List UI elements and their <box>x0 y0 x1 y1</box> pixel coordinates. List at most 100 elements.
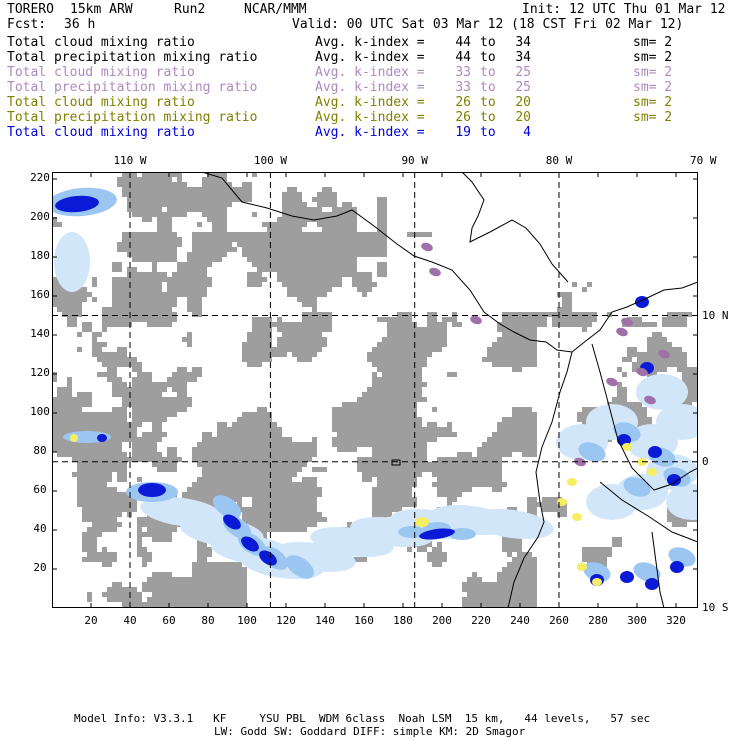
cloud-cell <box>127 357 132 362</box>
cloud-cell <box>397 432 402 437</box>
cloud-cell <box>62 412 67 417</box>
cloud-cell <box>472 472 477 477</box>
cloud-cell <box>467 477 472 482</box>
cloud-cell <box>332 247 337 252</box>
cloud-cell <box>157 212 162 217</box>
cloud-cell <box>287 207 292 212</box>
cloud-cell <box>52 217 57 222</box>
cloud-cell <box>92 532 97 537</box>
cloud-cell <box>492 467 497 472</box>
cloud-cell <box>62 422 67 427</box>
cloud-cell <box>407 502 412 507</box>
cloud-cell <box>197 187 202 192</box>
cloud-cell <box>112 282 117 287</box>
cloud-cell <box>657 367 662 372</box>
cloud-cell <box>592 552 597 557</box>
cloud-cell <box>157 277 162 282</box>
cloud-cell <box>172 292 177 297</box>
cloud-cell <box>517 557 522 562</box>
legend-range-to-word: to <box>480 110 496 125</box>
cloud-cell <box>397 417 402 422</box>
cloud-cell <box>622 392 627 397</box>
cloud-cell <box>152 317 157 322</box>
cloud-cell <box>437 542 442 547</box>
cloud-cell <box>262 357 267 362</box>
cloud-cell <box>617 542 622 547</box>
cloud-cell <box>232 602 237 607</box>
cloud-cell <box>132 502 137 507</box>
cloud-cell <box>517 582 522 587</box>
cloud-cell <box>92 462 97 467</box>
cloud-cell <box>117 467 122 472</box>
cloud-cell <box>422 457 427 462</box>
cloud-cell <box>352 212 357 217</box>
cloud-cell <box>107 442 112 447</box>
cloud-cell <box>102 327 107 332</box>
cloud-cell <box>467 452 472 457</box>
cloud-cell <box>167 187 172 192</box>
legend-smoothing: sm= 2 <box>633 80 673 95</box>
cloud-cell <box>157 422 162 427</box>
cloud-cell <box>192 232 197 237</box>
cloud-cell <box>252 467 257 472</box>
cloud-cell <box>382 477 387 482</box>
cloud-cell <box>277 467 282 472</box>
cloud-cell <box>507 572 512 577</box>
cloud-cell <box>507 312 512 317</box>
cloud-cell <box>102 477 107 482</box>
legend-index-label: Avg. k-index = <box>315 50 425 65</box>
cloud-cell <box>572 312 577 317</box>
cloud-cell <box>262 252 267 257</box>
cloud-cell <box>267 442 272 447</box>
cloud-cell <box>687 312 692 317</box>
cloud-cell <box>237 457 242 462</box>
cloud-cell <box>657 332 662 337</box>
cloud-cell <box>137 552 142 557</box>
cloud-cell <box>337 207 342 212</box>
cloud-cell <box>297 282 302 287</box>
cloud-cell <box>152 402 157 407</box>
cloud-cell <box>302 212 307 217</box>
cloud-cell <box>507 322 512 327</box>
cloud-cell <box>527 362 532 367</box>
cloud-cell <box>122 192 127 197</box>
cloud-cell <box>407 482 412 487</box>
cloud-cell <box>267 357 272 362</box>
cloud-cell <box>532 322 537 327</box>
cloud-cell <box>612 542 617 547</box>
cloud-cell <box>267 262 272 267</box>
cloud-cell <box>107 457 112 462</box>
cloud-cell <box>382 422 387 427</box>
cloud-cell <box>162 317 167 322</box>
cloud-cell <box>167 202 172 207</box>
cloud-cell <box>342 427 347 432</box>
cloud-cell <box>522 342 527 347</box>
legend-smoothing: sm= 2 <box>633 35 673 50</box>
cloud-cell <box>287 492 292 497</box>
cloud-cell <box>97 427 102 432</box>
cloud-cell <box>382 342 387 347</box>
cloud-cell <box>137 437 142 442</box>
cloud-cell <box>157 602 162 607</box>
cloud-cell <box>132 442 137 447</box>
cloud-cell <box>602 552 607 557</box>
cloud-cell <box>462 452 467 457</box>
cloud-cell <box>152 192 157 197</box>
cloud-cell <box>202 182 207 187</box>
cloud-cell <box>522 557 527 562</box>
cloud-cell <box>102 592 107 597</box>
cloud-cell <box>62 452 67 457</box>
cloud-cell <box>217 492 222 497</box>
cloud-cell <box>382 452 387 457</box>
cloud-cell <box>522 587 527 592</box>
cloud-cell <box>392 502 397 507</box>
cloud-cell <box>172 272 177 277</box>
cloud-cell <box>237 437 242 442</box>
heavy-precip-cell <box>419 528 455 540</box>
cloud-cell <box>147 232 152 237</box>
cloud-cell <box>402 337 407 342</box>
precip-cell <box>398 526 426 538</box>
cloud-cell <box>357 437 362 442</box>
cloud-cell <box>417 372 422 377</box>
cloud-cell <box>522 447 527 452</box>
